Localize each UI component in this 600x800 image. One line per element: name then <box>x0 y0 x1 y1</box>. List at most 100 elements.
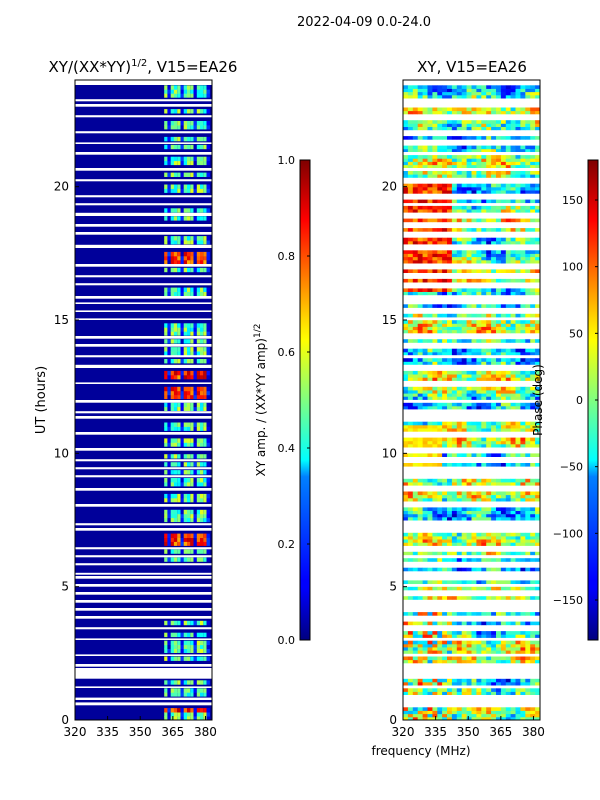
phase-cell <box>505 710 511 715</box>
phase-cell <box>525 437 531 442</box>
amplitude-cell <box>193 632 197 638</box>
phase-cell <box>530 361 536 365</box>
amplitude-cell <box>206 144 210 150</box>
phase-cell <box>535 288 541 292</box>
phase-cell <box>481 313 487 318</box>
phase-cell <box>525 428 531 432</box>
amplitude-cell <box>173 85 178 90</box>
phase-cell <box>427 535 433 540</box>
phase-cell <box>476 516 482 521</box>
phase-cell <box>461 120 467 124</box>
phase-cell <box>412 691 418 695</box>
phase-cell <box>535 643 541 648</box>
phase-axes-frame <box>402 79 541 721</box>
phase-gap <box>403 488 540 491</box>
phase-cell <box>432 339 438 343</box>
amplitude-cell <box>200 236 204 241</box>
phase-cell <box>412 659 418 664</box>
phase-cell <box>466 396 472 400</box>
phase-cell <box>496 643 502 648</box>
phase-cell <box>525 145 531 150</box>
phase-cell <box>437 123 443 127</box>
amplitude-cell <box>187 370 191 376</box>
phase-cell <box>515 405 521 410</box>
phase-cell <box>505 250 511 254</box>
phase-cell <box>505 482 511 486</box>
amplitude-cell <box>206 513 210 519</box>
phase-cell <box>466 710 472 715</box>
amplitude-cell <box>203 438 207 443</box>
phase-cell <box>403 494 409 499</box>
phase-cell <box>412 374 418 378</box>
phase-cell <box>447 259 453 264</box>
phase-cell <box>447 535 453 540</box>
phase-cell <box>510 136 516 140</box>
phase-cell <box>476 659 482 664</box>
amplitude-cell <box>164 136 168 142</box>
phase-cell <box>491 596 497 600</box>
phase-cell <box>451 497 458 502</box>
amplitude-cell <box>173 708 178 713</box>
phase-cell <box>471 421 477 426</box>
phase-cell <box>510 542 516 546</box>
amplitude-cell <box>190 327 194 332</box>
phase-cell <box>471 374 477 378</box>
phase-cell <box>412 510 418 515</box>
amplitude-cell <box>167 422 171 427</box>
y-tick-label: 5 <box>61 580 69 594</box>
phase-cell <box>481 688 487 692</box>
phase-cell <box>505 713 511 718</box>
phase-cell <box>491 145 497 150</box>
phase-cell <box>427 123 433 127</box>
phase-cell <box>466 326 472 331</box>
phase-cell <box>500 507 507 511</box>
amplitude-cell <box>200 482 204 487</box>
amplitude-cell <box>187 438 191 443</box>
phase-cell <box>403 291 409 296</box>
phase-cell <box>437 478 443 483</box>
phase-cell <box>466 621 472 626</box>
amplitude-gap <box>75 555 212 558</box>
amplitude-gap <box>75 504 212 507</box>
amplitude-cell <box>196 640 201 646</box>
phase-cell <box>535 659 541 664</box>
phase-cell <box>496 259 502 264</box>
phase-cell <box>491 631 497 635</box>
phase-cell <box>427 643 433 648</box>
phase-gap <box>403 523 540 526</box>
phase-cell <box>447 405 453 410</box>
amplitude-title: XY/(XX*YY)1/2, V15=EA26 <box>49 58 238 76</box>
amplitude-cell <box>187 93 191 98</box>
phase-cell <box>525 136 531 140</box>
amplitude-cell <box>183 370 187 376</box>
phase-cell <box>476 329 482 334</box>
phase-cell <box>535 107 541 112</box>
phase-cell <box>510 551 516 556</box>
amplitude-cell <box>183 557 187 562</box>
phase-cell <box>535 551 541 556</box>
phase-cell <box>442 326 448 331</box>
phase-cell <box>515 323 521 327</box>
phase-cell <box>505 440 511 445</box>
phase-cell <box>466 516 472 521</box>
phase-cell <box>407 171 414 175</box>
phase-cell <box>476 612 482 616</box>
phase-cell <box>427 497 433 502</box>
phase-cell <box>496 681 502 686</box>
phase-cell <box>481 713 487 718</box>
phase-cell <box>412 647 418 651</box>
phase-cell <box>500 643 507 648</box>
phase-cell <box>451 320 458 324</box>
amplitude-cell <box>206 121 210 126</box>
amplitude-cell <box>206 236 210 241</box>
amplitude-cell <box>177 323 181 328</box>
phase-cell <box>535 396 541 400</box>
amplitude-cell <box>183 462 187 467</box>
phase-cell <box>525 532 531 537</box>
amplitude-cell <box>170 259 174 265</box>
phase-cell <box>437 596 443 600</box>
phase-cell <box>486 348 492 353</box>
phase-cell <box>481 631 487 635</box>
phase-cell <box>481 558 487 562</box>
phase-cell <box>422 482 428 486</box>
